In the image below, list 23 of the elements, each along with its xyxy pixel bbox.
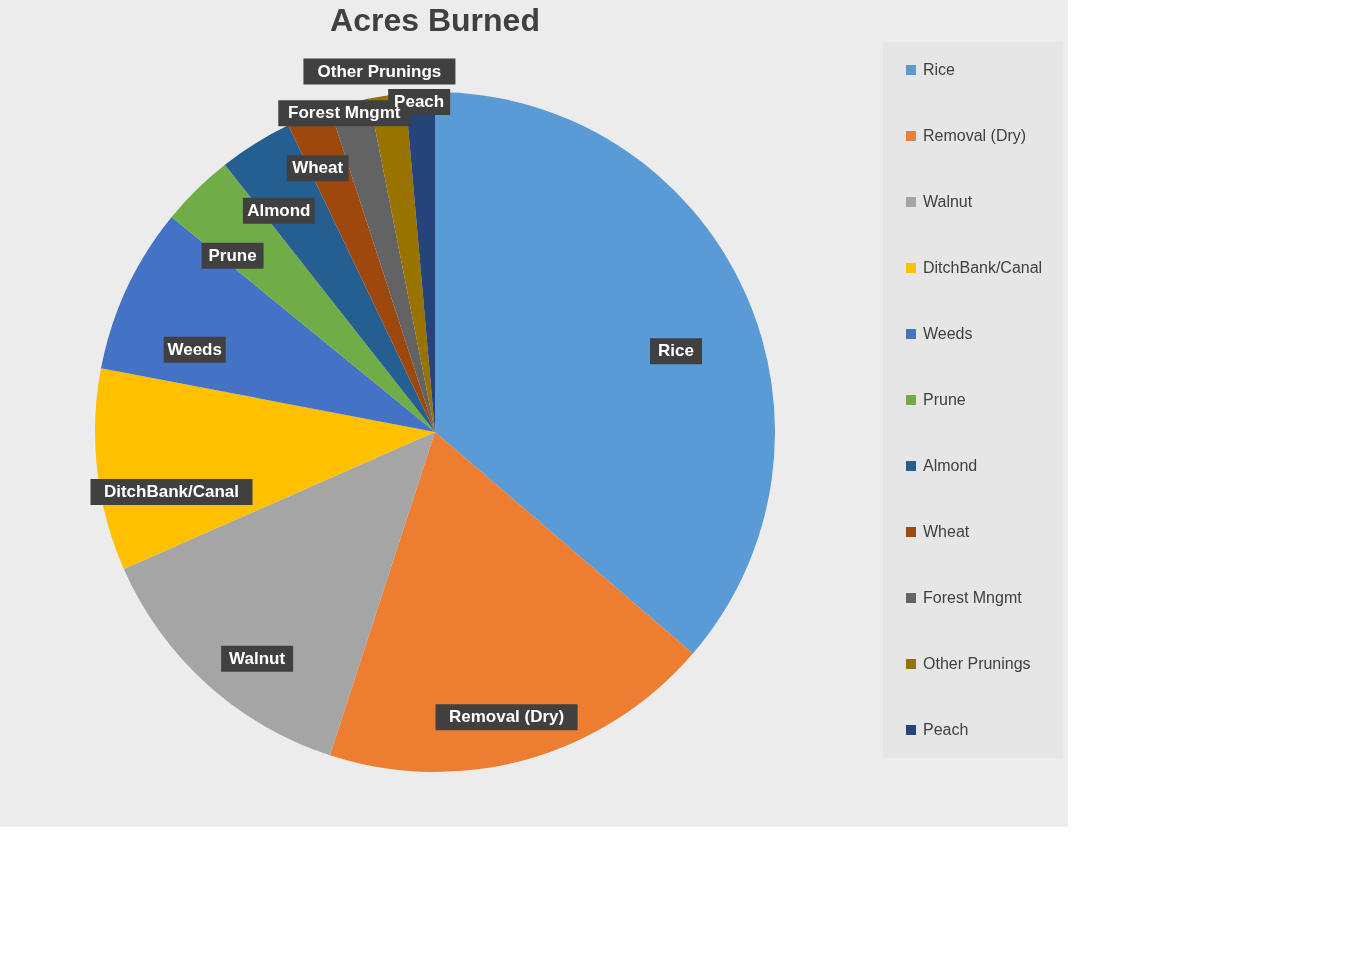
legend-label: Rice	[923, 61, 956, 78]
legend-label: Other Prunings	[923, 655, 1031, 672]
legend-label: Weeds	[923, 325, 973, 342]
legend-label: Forest Mngmt	[923, 589, 1023, 606]
legend-label: Prune	[923, 391, 966, 408]
slice-label: Weeds	[167, 339, 222, 359]
slice-label: Walnut	[229, 648, 286, 668]
slice-label: Removal (Dry)	[448, 707, 565, 727]
pie-slice	[329, 432, 693, 772]
legend-label: Almond	[923, 457, 978, 474]
slice-label: Almond	[247, 200, 311, 220]
legend-label: Peach	[923, 721, 969, 738]
legend-label: Removal (Dry)	[923, 127, 1027, 144]
legend-label: Walnut	[923, 193, 973, 210]
slice-label: Rice	[658, 341, 694, 361]
legend-label: DitchBank/Canal	[923, 259, 1043, 276]
slice-label: Other Prunings	[317, 61, 442, 81]
pie-slice	[101, 216, 435, 432]
slice-label: Prune	[208, 245, 257, 265]
slice-label: Wheat	[292, 158, 344, 178]
slice-label: DitchBank/Canal	[103, 481, 240, 501]
chart-title: Acres Burned	[330, 2, 540, 38]
legend-label: Wheat	[923, 523, 970, 540]
